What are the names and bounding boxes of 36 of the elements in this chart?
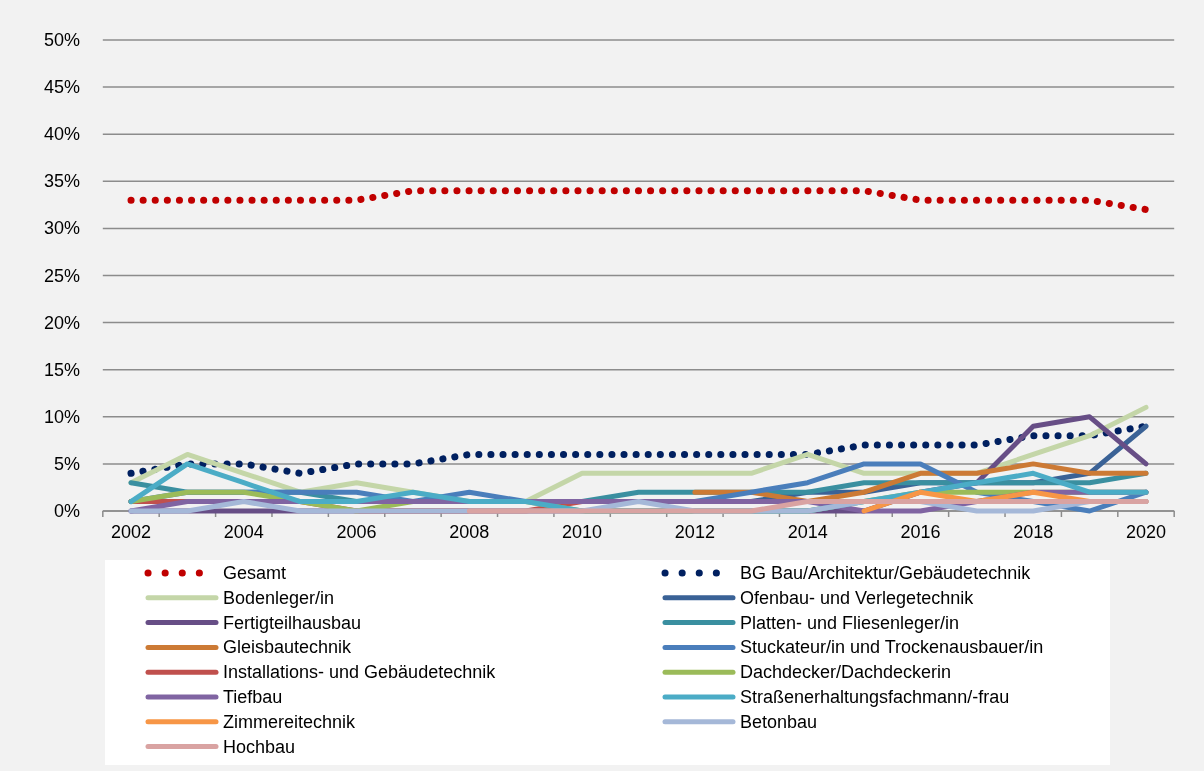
legend-label: Dachdecker/Dachdeckerin bbox=[740, 662, 952, 683]
x-tick-label: 2016 bbox=[900, 522, 941, 542]
y-tick-label: 20% bbox=[43, 312, 80, 333]
x-tick-label: 2018 bbox=[1013, 522, 1054, 542]
x-tick-label: 2020 bbox=[1125, 522, 1167, 542]
x-tick-label: 2002 bbox=[110, 522, 152, 542]
x-tick-label: 2006 bbox=[336, 522, 377, 542]
y-tick-label: 35% bbox=[43, 171, 80, 192]
x-tick-label: 2010 bbox=[562, 522, 603, 542]
x-tick-label: 2012 bbox=[674, 522, 715, 542]
y-tick-label: 5% bbox=[53, 453, 80, 474]
x-tick-label: 2004 bbox=[223, 522, 264, 542]
legend-label: Installations- und Gebäudetechnik bbox=[223, 662, 497, 683]
legend-label: Ofenbau- und Verlegetechnik bbox=[740, 587, 975, 608]
legend-label: Bodenleger/in bbox=[223, 587, 335, 608]
legend-label: Hochbau bbox=[223, 736, 296, 757]
legend-label: Straßenerhaltungsfachmann/-frau bbox=[740, 687, 1010, 707]
legend-label: Zimmereitechnik bbox=[223, 711, 357, 732]
x-tick-label: 2014 bbox=[787, 522, 828, 542]
y-tick-label: 15% bbox=[43, 359, 80, 380]
legend-label: Fertigteilhausbau bbox=[223, 612, 362, 633]
y-tick-label: 45% bbox=[43, 77, 80, 98]
legend-label: BG Bau/Architektur/Gebäudetechnik bbox=[740, 563, 1032, 583]
legend-label: Stuckateur/in und Trockenausbauer/in bbox=[740, 637, 1044, 658]
y-tick-label: 0% bbox=[53, 501, 80, 521]
y-tick-label: 10% bbox=[43, 406, 80, 427]
legend-label: Betonbau bbox=[740, 711, 818, 732]
legend-label: Gesamt bbox=[223, 563, 287, 583]
x-tick-label: 2008 bbox=[449, 522, 490, 542]
legend-label: Gleisbautechnik bbox=[223, 637, 353, 658]
y-tick-label: 40% bbox=[43, 124, 80, 145]
y-tick-label: 25% bbox=[43, 265, 80, 286]
y-tick-label: 50% bbox=[43, 30, 80, 50]
legend-label: Tiefbau bbox=[223, 687, 283, 707]
y-tick-label: 30% bbox=[43, 218, 80, 239]
legend-label: Platten- und Fliesenleger/in bbox=[740, 612, 960, 633]
